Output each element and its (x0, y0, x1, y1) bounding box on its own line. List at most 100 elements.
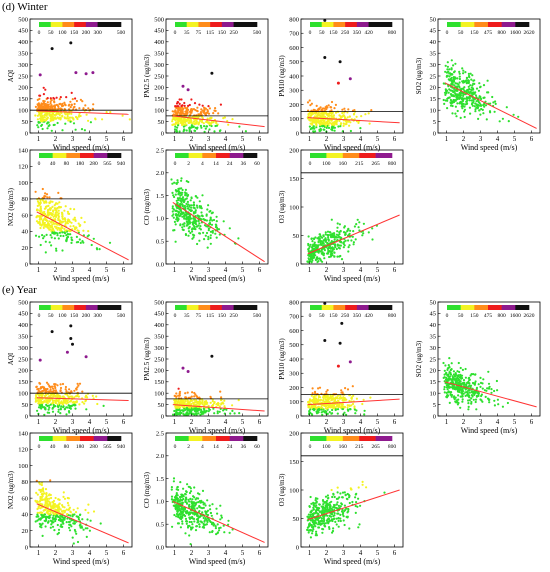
x-tick-label: 1 (308, 418, 312, 426)
colorbar-tick-label: 50 (48, 30, 54, 36)
outlier-point (338, 60, 342, 64)
section-label-year: (e) Year (2, 284, 37, 296)
y-tick-label: 50 (22, 119, 29, 126)
data-point (453, 395, 456, 398)
data-point (46, 223, 49, 226)
y-tick-label: 400 (154, 39, 164, 46)
data-point (451, 385, 454, 388)
data-point (207, 204, 210, 207)
data-point (488, 385, 491, 388)
data-point (459, 375, 462, 378)
data-point (480, 107, 483, 111)
data-point (45, 381, 49, 384)
data-point (48, 114, 51, 117)
data-point (34, 114, 37, 117)
data-point (53, 207, 57, 210)
data-point (49, 117, 52, 120)
y-tick-label: 10 (430, 108, 437, 115)
data-point (222, 117, 225, 120)
x-tick-label: 2 (462, 418, 466, 426)
data-point (194, 228, 197, 231)
data-point (334, 408, 337, 411)
y-axis-label: AQI (7, 352, 15, 365)
data-point (222, 402, 225, 405)
data-point (42, 226, 45, 229)
data-point (78, 382, 82, 385)
colorbar-band (310, 153, 327, 158)
data-point (204, 127, 207, 130)
data-point (69, 106, 72, 109)
data-point (181, 123, 184, 126)
data-point (49, 200, 52, 203)
data-point (171, 191, 174, 194)
data-point (330, 126, 333, 129)
x-tick-label: 5 (513, 135, 517, 143)
data-point (464, 391, 467, 394)
data-point (74, 510, 78, 514)
data-point (318, 114, 322, 117)
data-point (461, 368, 464, 371)
data-point (187, 412, 191, 415)
data-point (203, 125, 206, 128)
data-point (205, 214, 208, 217)
data-point (174, 105, 177, 108)
data-point (202, 231, 205, 234)
y-tick-label: 2.5 (156, 147, 164, 154)
data-point (215, 124, 218, 127)
data-point (176, 409, 179, 412)
data-point (63, 101, 66, 104)
data-point (47, 383, 50, 386)
data-point (67, 404, 70, 407)
colorbar-tick-label: 350 (353, 313, 362, 319)
data-point (84, 104, 87, 107)
data-point (463, 108, 467, 111)
x-tick-label: 3 (207, 135, 211, 143)
x-tick-label: 3 (479, 418, 483, 426)
data-point (351, 385, 354, 388)
data-point (195, 394, 198, 397)
y-tick-label: 1.5 (156, 193, 164, 200)
y-axis-label: PM2.5 (ug/m3) (143, 337, 151, 381)
data-point (87, 230, 90, 233)
data-point (54, 202, 57, 205)
data-point (458, 390, 461, 394)
data-point (53, 389, 56, 392)
data-point (466, 97, 469, 100)
data-point (98, 248, 101, 251)
data-point (181, 215, 184, 218)
colorbar-band (333, 22, 346, 27)
data-point (192, 120, 195, 123)
data-point (335, 236, 338, 239)
x-tick-label: 6 (393, 266, 397, 274)
data-point (45, 205, 48, 208)
data-point (54, 231, 58, 234)
data-point (174, 125, 177, 128)
data-point (446, 388, 449, 391)
data-point (215, 215, 218, 218)
data-point (66, 517, 69, 520)
data-point (42, 514, 45, 517)
data-point (175, 392, 178, 395)
outlier-point (336, 81, 340, 85)
data-point (176, 179, 179, 182)
data-point (59, 383, 62, 386)
data-point (48, 516, 51, 519)
x-tick-label: 4 (88, 549, 92, 557)
data-point (341, 406, 344, 409)
data-point (461, 390, 465, 393)
colorbar-band (210, 305, 223, 310)
data-point (39, 201, 42, 204)
data-point (448, 75, 451, 78)
data-point (54, 519, 57, 523)
data-point (38, 394, 42, 397)
data-point (316, 260, 319, 264)
x-tick-label: 4 (224, 418, 228, 426)
data-point (333, 124, 336, 127)
plot-frame (165, 149, 269, 265)
y-tick-label: 60 (22, 495, 29, 502)
colorbar-band (198, 22, 211, 27)
data-point (92, 510, 96, 513)
data-point (54, 389, 58, 392)
data-point (38, 94, 41, 97)
